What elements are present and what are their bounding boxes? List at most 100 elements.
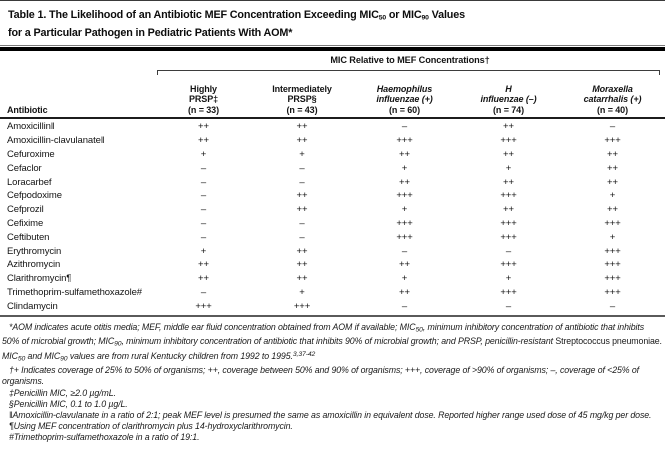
footnote-hash: #Trimethoprim-sulfamethoxazole in a rati… (9, 432, 200, 443)
cell-value: +++ (396, 217, 413, 229)
antibiotic-name: Azithromycin (7, 259, 61, 271)
cell-value: – (200, 162, 207, 174)
cell-value: – (401, 245, 408, 257)
cell-value: – (200, 204, 207, 216)
cell-value: – (299, 231, 305, 243)
title-subscript-50: 50 (378, 14, 386, 22)
cell-value: ++ (296, 204, 308, 216)
cell-value: ++ (198, 273, 209, 285)
cell-value: +++ (500, 286, 517, 298)
column-header-label: catarrhalis (+) (583, 94, 642, 105)
cell-value: + (401, 273, 408, 285)
column-header-n: (n = 40) (597, 105, 628, 116)
cell-value: ++ (198, 259, 209, 271)
column-header-n: (n = 33) (188, 105, 219, 116)
antibiotic-name: Cefpodoxime (7, 190, 62, 202)
footnote-text: , minimum inhibitory concentration of an… (2, 322, 645, 346)
cell-value: +++ (396, 135, 413, 147)
footnote-text: and MIC (25, 351, 61, 362)
footnote-parallels: ‖Amoxicillin-clavulanate in a ratio of 2… (9, 409, 652, 420)
column-headers: Antibiotic Highly PRSP‡ (n = 33) Interme… (0, 76, 665, 116)
antibiotic-name: Trimethoprim-sulfamethoxazole# (7, 286, 142, 298)
top-rule-thick (0, 47, 665, 51)
footnote-dagger: †+ Indicates coverage of 25% to 50% of o… (2, 365, 640, 387)
column-header-antibiotic: Antibiotic (0, 76, 155, 116)
table-row: Cefaclor – – + + ++ (0, 161, 665, 175)
column-header-m-catarrhalis: Moraxella catarrhalis (+) (n = 40) (560, 76, 665, 116)
cell-value: ++ (296, 135, 308, 147)
cell-value: – (505, 300, 512, 312)
column-header-label: PRSP‡ (188, 94, 218, 105)
column-header-label: Moraxella (592, 83, 633, 94)
cell-value: ++ (399, 286, 410, 298)
table-row: Clarithromycin¶ ++ ++ + + +++ (0, 272, 665, 286)
cell-value: + (505, 162, 512, 174)
cell-value: +++ (604, 217, 621, 229)
cell-value: + (505, 273, 512, 285)
footnote-divider-rule (0, 315, 665, 317)
footnote-reference-superscript: 3,37-42 (292, 351, 316, 359)
cell-value: +++ (604, 135, 621, 147)
antibiotic-name: Loracarbef (7, 176, 52, 188)
cell-value: ++ (399, 259, 410, 271)
column-header-n: (n = 60) (389, 105, 420, 116)
footnote-double-dagger: ‡Penicillin MIC, ≥2.0 µg/mL. (9, 387, 116, 398)
column-header-label: Highly (190, 83, 217, 94)
cell-value: +++ (293, 300, 311, 312)
footnote-section: §Penicillin MIC, 0.1 to 1.0 µg/L. (9, 398, 128, 409)
cell-value: +++ (396, 190, 413, 202)
cell-value: – (609, 300, 616, 312)
table-row: Cefuroxime + + ++ ++ ++ (0, 148, 665, 162)
footnote-text: *AOM indicates acute otitis media; MEF, … (9, 322, 416, 332)
column-header-n: (n = 74) (493, 105, 524, 116)
cell-value: +++ (195, 300, 212, 312)
column-header-label: Haemophilus (376, 83, 433, 94)
cell-value: ++ (399, 148, 410, 160)
title-text: or MIC (385, 9, 422, 21)
table-body: Amoxicillin‖ ++ ++ – ++ – Amoxicillin-cl… (0, 120, 665, 313)
column-header-label: Intermediately (272, 83, 332, 94)
cell-value: + (609, 231, 616, 243)
table-row: Erythromycin + ++ – – +++ (0, 244, 665, 258)
cell-value: ++ (607, 148, 618, 160)
cell-value: ++ (296, 259, 308, 271)
column-header-label: H (505, 83, 512, 94)
column-header-label: influenzae (–) (480, 94, 537, 105)
column-header-h-influenzae-pos: Haemophilus influenzae (+) (n = 60) (352, 76, 457, 116)
footnote-subscript: 50 (415, 326, 423, 334)
cell-value: – (200, 286, 207, 298)
cell-value: ++ (503, 148, 514, 160)
cell-value: +++ (500, 217, 517, 229)
cell-value: ++ (607, 162, 618, 174)
cell-value: +++ (500, 190, 517, 202)
footnote-species-name: Streptococcus pneumoniae. (555, 335, 662, 346)
cell-value: – (505, 245, 512, 257)
table-row: Ceftibuten – – +++ +++ + (0, 230, 665, 244)
footnote-subscript: 50 (17, 355, 26, 363)
footnotes: *AOM indicates acute otitis media; MEF, … (2, 322, 662, 444)
footnote-text: values are from rural Kentucky children … (67, 351, 293, 362)
header-underline-rule (0, 117, 665, 119)
cell-value: ++ (198, 121, 209, 133)
table-row: Cefpodoxime – ++ +++ +++ + (0, 189, 665, 203)
cell-value: ++ (296, 245, 308, 257)
cell-value: ++ (503, 121, 514, 133)
cell-value: – (609, 121, 616, 133)
table-row: Trimethoprim-sulfamethoxazole# – + ++ ++… (0, 286, 665, 300)
antibiotic-name: Amoxicillin‖ (7, 121, 55, 133)
footnote-pilcrow: ¶Using MEF concentration of clarithromyc… (9, 421, 293, 432)
antibiotic-name: Amoxicillin-clavulanate‖ (7, 135, 105, 147)
table-row: Amoxicillin‖ ++ ++ – ++ – (0, 120, 665, 134)
cell-value: + (401, 162, 408, 174)
footnote-text: MIC (2, 351, 18, 362)
table-title-line2: for a Particular Pathogen in Pediatric P… (8, 27, 293, 39)
cell-value: +++ (604, 259, 621, 271)
cell-value: ++ (503, 204, 514, 216)
cell-value: – (200, 190, 207, 202)
cell-value: +++ (500, 135, 517, 147)
cell-value: + (299, 148, 305, 160)
cell-value: ++ (198, 135, 209, 147)
cell-value: ++ (607, 204, 618, 216)
footnote-subscript: 90 (60, 355, 68, 363)
